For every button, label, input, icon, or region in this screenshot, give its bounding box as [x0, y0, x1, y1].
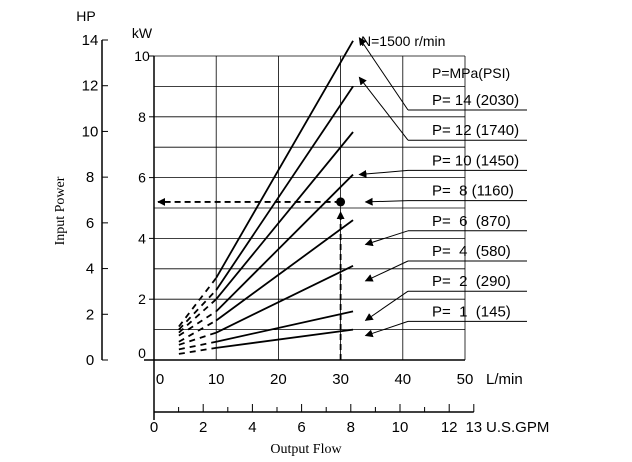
y-axis-title: Input Power — [53, 176, 68, 245]
series-dashed-segment — [178, 298, 217, 334]
lmin-tick-label: 50 — [457, 371, 474, 388]
pressure-label: P= 4 (580) — [432, 243, 511, 260]
kw-tick-label: 8 — [138, 109, 146, 125]
pressure-label: P= 14 (2030) — [432, 92, 519, 109]
pressure-label: P= 12 (1740) — [432, 122, 519, 139]
series-solid-segment — [215, 131, 354, 300]
hp-unit-label: HP — [76, 8, 95, 24]
annotation-point — [336, 197, 346, 207]
series-solid-segment — [215, 173, 354, 312]
hp-tick-label: 12 — [82, 78, 99, 95]
pressure-label: P= 2 (290) — [432, 273, 511, 290]
pressure-label: P= 8 (1160) — [432, 183, 514, 200]
gpm-tick-label: 13 — [465, 419, 482, 436]
hp-tick-label: 8 — [86, 169, 94, 186]
x-axis-title: Output Flow — [270, 442, 342, 457]
kw-tick-label: 4 — [138, 230, 146, 246]
kw-tick-label: 0 — [138, 345, 146, 361]
gpm-tick-label: 2 — [199, 419, 207, 436]
pressure-label: P= 6 (870) — [432, 213, 511, 230]
example-annotation — [157, 197, 346, 360]
pressure-label: P= 1 (145) — [432, 303, 511, 320]
hp-tick-label: 14 — [82, 32, 99, 49]
hp-tick-label: 2 — [86, 306, 94, 323]
pressure-labels: P= 14 (2030) P= 12 (1740) P= 10 (1450) P= 8… — [358, 37, 527, 338]
series-dashed-segment — [178, 289, 217, 331]
series-solid-segment — [216, 328, 354, 349]
gpm-tick-label: 4 — [248, 419, 256, 436]
lmin-tick-label: 20 — [270, 371, 287, 388]
kw-tick-label: 10 — [134, 48, 150, 64]
hp-tick-label: 4 — [86, 261, 94, 278]
pressure-label-arrow — [364, 290, 409, 321]
gpm-tick-label: 12 — [441, 419, 458, 436]
lmin-tick-label: 40 — [394, 371, 411, 388]
pressure-label-arrow — [364, 260, 409, 282]
gpm-tick-label: 0 — [150, 419, 158, 436]
hp-tick-label: 6 — [86, 215, 94, 232]
lmin-tick-label: 10 — [208, 371, 225, 388]
gpm-unit-label: U.S.GPM — [486, 419, 549, 436]
gpm-tick-label: 6 — [297, 419, 305, 436]
pressure-label-arrow — [358, 169, 409, 178]
axes: 0 2 4 6 8 10 0 10 20 30 40 50 0 2 4 6 8 10 12 14 0 2 4 6 8 10 12 13 — [82, 32, 482, 436]
series-solid-segment — [215, 40, 354, 279]
series-solid-segment — [215, 219, 354, 322]
series-solid-segment — [215, 85, 354, 291]
pressure-label-arrow — [358, 37, 409, 111]
hp-tick-label: 0 — [86, 352, 94, 369]
series-solid-segment — [215, 264, 354, 334]
grid-lines — [154, 55, 466, 360]
kw-tick-label: 2 — [138, 291, 146, 307]
pressure-label-arrow — [358, 76, 409, 141]
series-dashed-segment — [178, 310, 217, 337]
lmin-unit-label: L/min — [486, 371, 523, 388]
lmin-tick-label: 0 — [156, 371, 164, 388]
kw-unit-label: kW — [132, 25, 153, 41]
series-lines — [178, 40, 354, 355]
series-dashed-segment — [178, 319, 217, 343]
speed-label: N=1500 r/min — [361, 33, 445, 49]
kw-tick-label: 6 — [138, 170, 146, 186]
pressure-label-arrow — [364, 197, 409, 206]
lmin-tick-label: 30 — [332, 371, 349, 388]
gpm-tick-label: 8 — [347, 419, 355, 436]
series-solid-segment — [216, 310, 354, 343]
pressure-label-arrow — [364, 320, 409, 338]
series-dashed-segment — [178, 331, 217, 346]
gpm-tick-label: 10 — [392, 419, 409, 436]
pressure-header: P=MPa(PSI) — [432, 65, 510, 81]
pressure-label-arrow — [364, 230, 409, 247]
series-dashed-segment — [178, 277, 217, 328]
hp-tick-label: 10 — [82, 123, 99, 140]
pressure-label: P= 10 (1450) — [432, 152, 519, 169]
